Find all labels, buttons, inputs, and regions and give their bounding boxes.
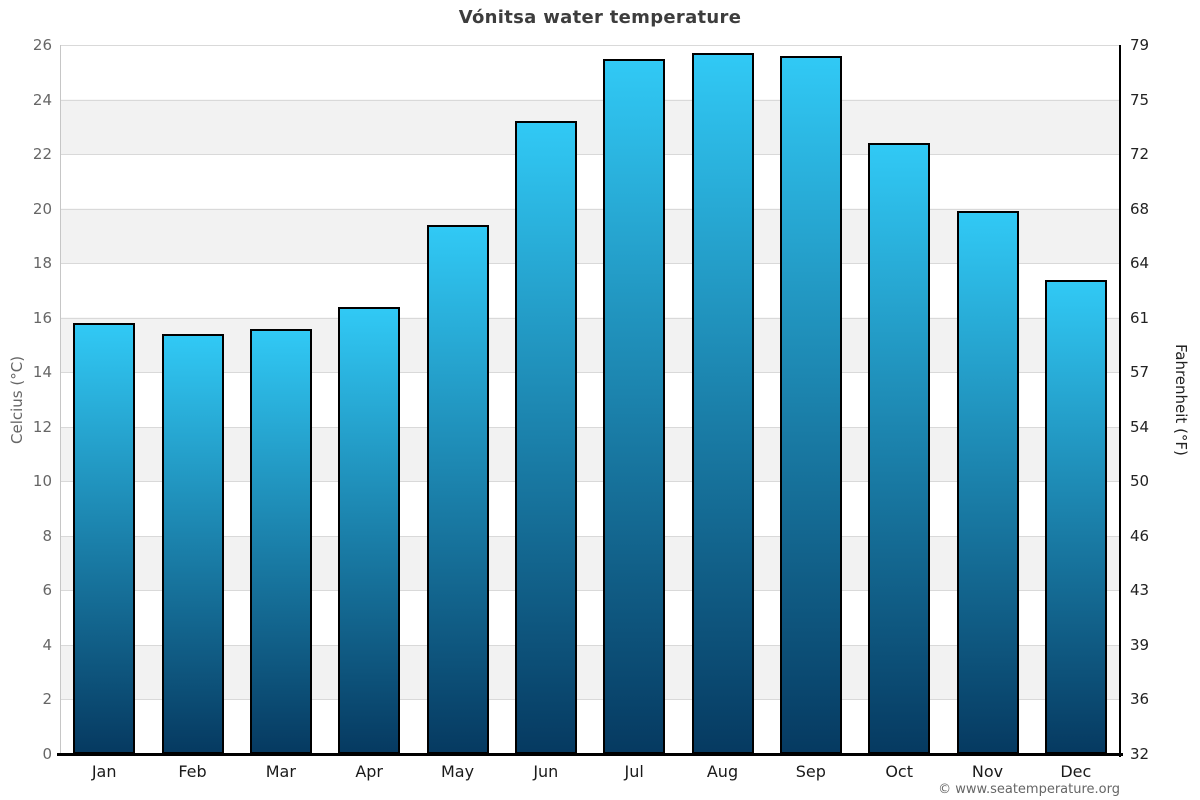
gridline-18c xyxy=(60,263,1120,265)
y-tick-fahrenheit-68: 68 xyxy=(1130,199,1150,218)
y-tick-celsius-0: 0 xyxy=(42,745,52,763)
y-tick-fahrenheit-57: 57 xyxy=(1130,363,1150,382)
y-tick-celsius-26: 26 xyxy=(32,36,52,54)
y-tick-celsius-14: 14 xyxy=(32,363,52,382)
y-tick-celsius-16: 16 xyxy=(32,308,52,327)
x-tick-feb: Feb xyxy=(178,762,207,781)
x-tick-aug: Aug xyxy=(706,762,739,781)
x-tick-sep: Sep xyxy=(795,762,826,781)
bar-jan[interactable] xyxy=(73,323,136,754)
gridline-22c xyxy=(60,154,1120,156)
y-tick-celsius-6: 6 xyxy=(42,581,52,600)
gridline-8c xyxy=(60,535,1120,537)
gridline-26c xyxy=(60,45,1120,46)
x-tick-oct: Oct xyxy=(885,762,913,781)
plot-area xyxy=(60,45,1120,754)
bar-dec[interactable] xyxy=(1044,279,1107,754)
y-tick-celsius-20: 20 xyxy=(32,199,52,218)
y-tick-celsius-10: 10 xyxy=(32,472,52,491)
y-tick-fahrenheit-36: 36 xyxy=(1130,690,1150,709)
bar-mar[interactable] xyxy=(249,328,312,754)
bar-feb[interactable] xyxy=(161,334,224,754)
y-axis-line-fahrenheit xyxy=(1119,45,1121,757)
y-tick-celsius-12: 12 xyxy=(32,417,52,436)
x-tick-may: May xyxy=(440,762,475,781)
y-axis-title-fahrenheit: Fahrenheit (°F) xyxy=(1170,45,1192,754)
bar-oct[interactable] xyxy=(868,143,931,754)
y-tick-fahrenheit-61: 61 xyxy=(1130,308,1150,327)
chart-title: Vónitsa water temperature xyxy=(458,7,742,28)
gridline-20c xyxy=(60,208,1120,210)
gridline-14c xyxy=(60,372,1120,374)
x-axis-line xyxy=(57,753,1123,756)
gridline-16c xyxy=(60,317,1120,319)
y-tick-celsius-18: 18 xyxy=(32,254,52,273)
gridline-10c xyxy=(60,481,1120,483)
y-tick-fahrenheit-72: 72 xyxy=(1130,145,1150,164)
y-axis-line-celsius xyxy=(60,45,61,754)
x-tick-nov: Nov xyxy=(971,762,1004,781)
x-tick-mar: Mar xyxy=(265,762,296,781)
x-tick-apr: Apr xyxy=(355,762,383,781)
y-tick-fahrenheit-46: 46 xyxy=(1130,526,1150,545)
y-tick-fahrenheit-54: 54 xyxy=(1130,417,1150,436)
y-tick-fahrenheit-79: 79 xyxy=(1130,36,1150,54)
bar-nov[interactable] xyxy=(956,211,1019,754)
gridline-12c xyxy=(60,426,1120,428)
y-tick-celsius-2: 2 xyxy=(42,690,52,709)
y-tick-fahrenheit-75: 75 xyxy=(1130,90,1150,109)
gridline-6c xyxy=(60,590,1120,592)
y-tick-celsius-22: 22 xyxy=(32,145,52,164)
y-tick-fahrenheit-64: 64 xyxy=(1130,254,1150,273)
x-tick-jan: Jan xyxy=(91,762,117,781)
y-tick-fahrenheit-43: 43 xyxy=(1130,581,1150,600)
gridline-24c xyxy=(60,99,1120,101)
bar-may[interactable] xyxy=(426,225,489,754)
bar-jun[interactable] xyxy=(514,121,577,754)
y-tick-fahrenheit-39: 39 xyxy=(1130,635,1150,654)
y-tick-fahrenheit-32: 32 xyxy=(1130,745,1150,763)
x-tick-jun: Jun xyxy=(533,762,559,781)
x-tick-jul: Jul xyxy=(624,762,644,781)
y-tick-celsius-4: 4 xyxy=(42,635,52,654)
bar-sep[interactable] xyxy=(779,55,842,754)
y-tick-celsius-24: 24 xyxy=(32,90,52,109)
y-axis-title-fahrenheit-text: Fahrenheit (°F) xyxy=(1172,343,1190,456)
bar-apr[interactable] xyxy=(338,306,401,754)
x-tick-dec: Dec xyxy=(1060,762,1092,781)
credit-link[interactable]: © www.seatemperature.org xyxy=(938,782,1120,797)
bar-jul[interactable] xyxy=(603,58,666,754)
bar-aug[interactable] xyxy=(691,53,754,754)
y-tick-celsius-8: 8 xyxy=(42,526,52,545)
gridline-4c xyxy=(60,644,1120,646)
gridline-2c xyxy=(60,699,1120,701)
y-tick-fahrenheit-50: 50 xyxy=(1130,472,1150,491)
